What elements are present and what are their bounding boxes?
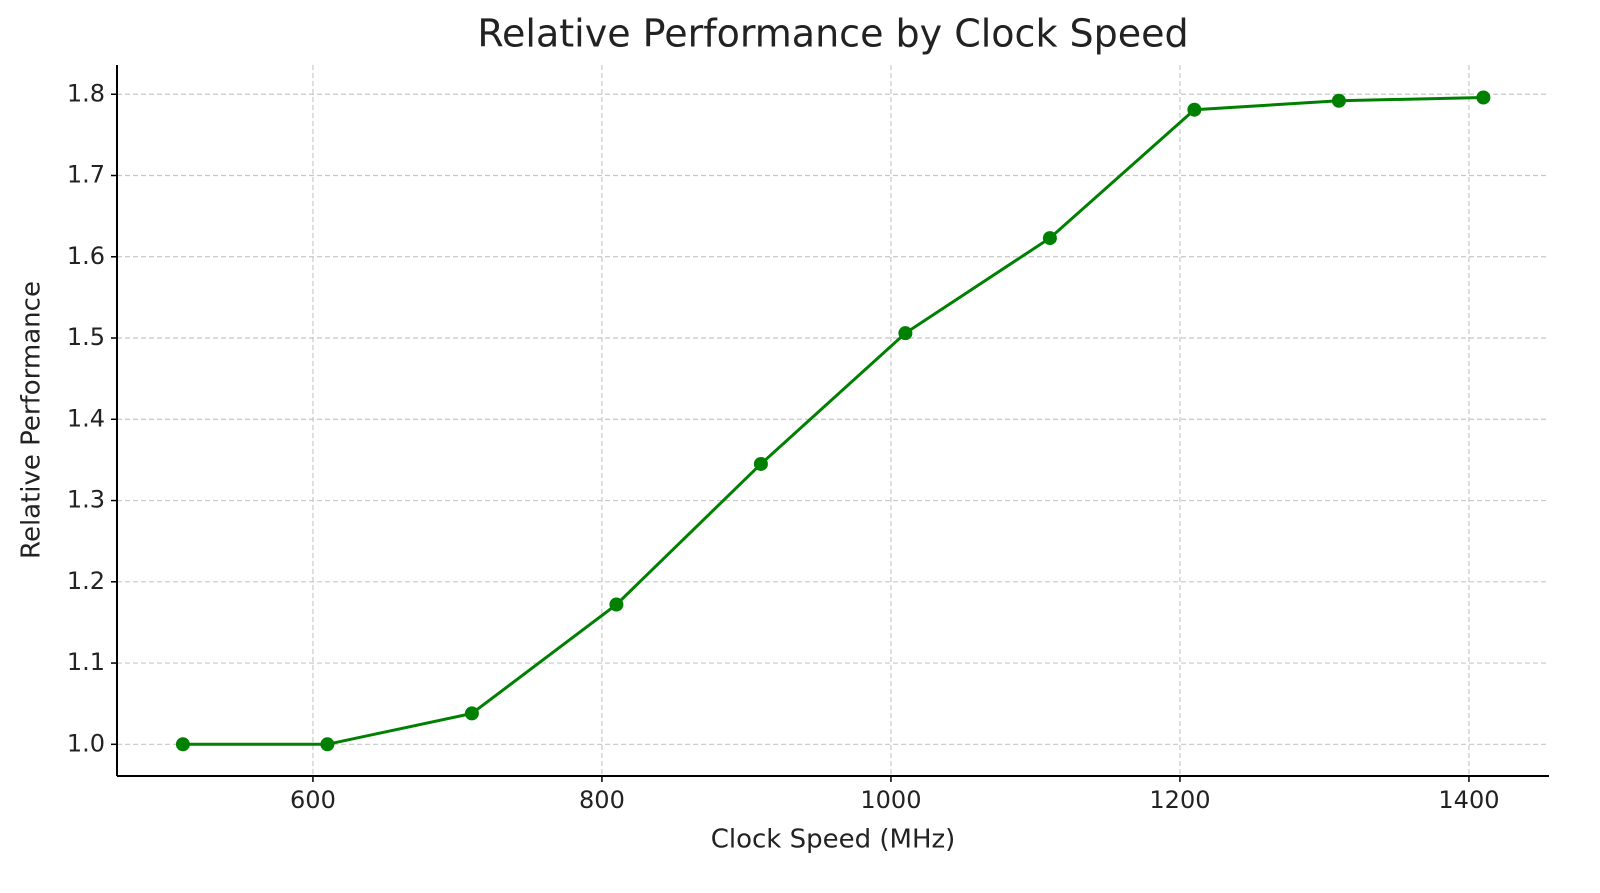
- data-point: [1476, 90, 1491, 105]
- chart-title: Relative Performance by Clock Speed: [477, 12, 1188, 56]
- data-point: [609, 597, 624, 612]
- y-tick-label: 1.4: [67, 404, 105, 432]
- y-tick-label: 1.3: [67, 486, 105, 514]
- series-line: [182, 96, 1484, 746]
- y-tick-label: 1.5: [67, 323, 105, 351]
- data-point: [898, 326, 913, 341]
- data-point: [464, 706, 479, 721]
- x-axis-label: Clock Speed (MHz): [711, 825, 956, 855]
- y-tick-label: 1.2: [67, 567, 105, 595]
- x-tick-label: 1000: [860, 786, 921, 814]
- x-tick-label: 1400: [1438, 786, 1499, 814]
- x-tick-label: 800: [579, 786, 625, 814]
- y-tick-label: 1.6: [67, 242, 105, 270]
- data-point: [1187, 102, 1202, 117]
- y-axis-label: Relative Performance: [17, 281, 47, 559]
- data-point: [1331, 93, 1346, 108]
- y-tick-label: 1.8: [67, 79, 105, 107]
- data-point: [175, 737, 190, 752]
- y-tick-label: 1.1: [67, 648, 105, 676]
- data-point: [320, 737, 335, 752]
- data-point: [1042, 231, 1057, 246]
- data-point: [753, 456, 768, 471]
- x-tick-label: 1200: [1149, 786, 1210, 814]
- x-tick-label: 600: [290, 786, 336, 814]
- y-tick-label: 1.0: [67, 729, 105, 757]
- y-tick-label: 1.7: [67, 161, 105, 189]
